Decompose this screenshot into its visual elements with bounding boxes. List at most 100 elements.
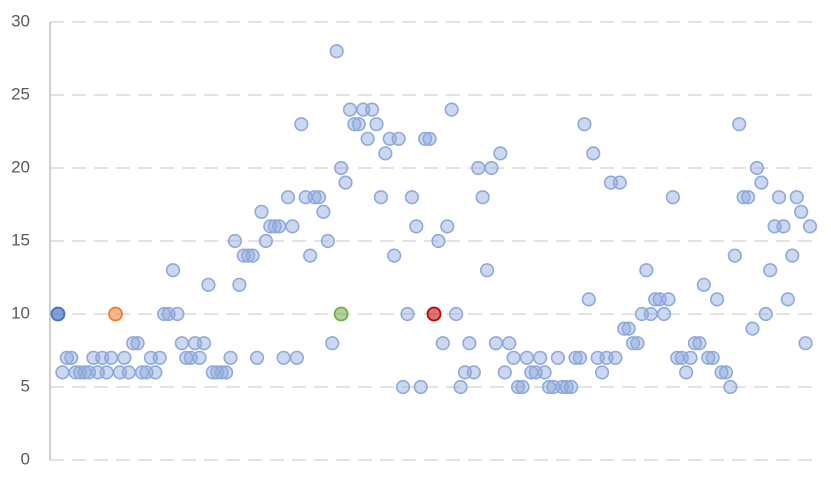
data-point <box>103 350 119 365</box>
data-point <box>307 190 322 205</box>
data-point <box>550 350 565 365</box>
data-point <box>395 379 411 395</box>
data-point <box>391 131 406 146</box>
data-point <box>404 190 419 205</box>
data-point <box>780 292 795 307</box>
data-point <box>519 350 534 365</box>
data-point <box>214 365 229 380</box>
data-point <box>449 306 464 322</box>
data-point <box>422 131 437 146</box>
data-points <box>50 44 818 395</box>
data-point <box>497 365 512 380</box>
highlighted-data-point <box>333 306 349 322</box>
data-point <box>701 350 716 365</box>
data-point <box>409 219 424 234</box>
data-point <box>435 336 450 351</box>
data-point <box>64 350 79 365</box>
data-point <box>249 350 265 365</box>
data-point <box>736 190 751 205</box>
data-point <box>59 350 74 365</box>
data-point <box>453 379 468 395</box>
data-point <box>789 190 804 205</box>
highlighted-data-point <box>426 306 442 322</box>
data-point <box>378 146 393 161</box>
data-point <box>285 219 300 234</box>
data-point <box>294 117 309 132</box>
data-point <box>665 190 680 205</box>
data-point <box>174 336 189 351</box>
data-point <box>754 175 769 190</box>
data-point <box>771 190 787 205</box>
data-point <box>687 336 703 351</box>
data-point <box>471 160 486 176</box>
data-point <box>723 379 738 395</box>
data-point <box>462 336 477 351</box>
data-point <box>714 365 729 380</box>
data-point <box>444 102 459 117</box>
data-point <box>572 350 588 365</box>
highlighted-data-point <box>50 306 66 322</box>
data-point <box>130 336 145 351</box>
data-point <box>334 160 349 176</box>
data-point <box>320 233 335 249</box>
data-point <box>727 248 742 263</box>
gridlines <box>50 21 820 461</box>
data-point <box>683 350 698 365</box>
data-point <box>617 321 632 336</box>
data-point <box>280 190 296 205</box>
y-tick-label: 30 <box>11 11 30 30</box>
data-point <box>400 306 415 322</box>
data-point <box>776 219 791 234</box>
data-point <box>506 350 521 365</box>
data-point <box>258 233 274 249</box>
data-point <box>502 336 517 351</box>
data-point <box>679 365 694 380</box>
data-point <box>351 117 366 132</box>
data-point <box>311 190 327 205</box>
data-point <box>254 204 269 219</box>
data-point <box>117 350 132 365</box>
data-point <box>342 102 358 117</box>
data-point <box>99 365 114 380</box>
data-point <box>303 248 318 263</box>
data-point <box>387 248 402 263</box>
y-tick-label: 0 <box>21 449 30 468</box>
data-point <box>431 233 446 249</box>
data-point <box>510 379 526 395</box>
data-point <box>267 219 282 234</box>
data-point <box>338 175 353 190</box>
data-point <box>586 146 601 161</box>
data-point <box>325 336 340 351</box>
data-point <box>488 336 504 351</box>
data-point <box>625 336 641 351</box>
data-point <box>413 379 428 395</box>
data-point <box>329 44 344 59</box>
data-point <box>484 160 499 176</box>
data-point <box>373 190 389 205</box>
data-point <box>581 292 596 307</box>
data-point <box>568 350 583 365</box>
y-tick-label: 15 <box>11 230 30 249</box>
data-point <box>798 336 813 351</box>
data-point <box>758 306 773 322</box>
data-point <box>196 336 212 351</box>
y-tick-label: 10 <box>11 303 30 322</box>
data-point <box>630 336 645 351</box>
data-point <box>241 248 256 263</box>
data-point <box>440 219 455 234</box>
data-point <box>276 350 291 365</box>
data-point <box>364 102 380 117</box>
data-point <box>223 350 238 365</box>
data-point <box>316 204 331 219</box>
data-point <box>740 190 756 205</box>
data-point <box>533 350 548 365</box>
data-point <box>289 350 304 365</box>
data-point <box>192 350 207 365</box>
data-point <box>745 321 760 336</box>
data-point <box>272 219 287 234</box>
data-point <box>170 306 185 322</box>
data-point <box>126 336 141 351</box>
data-point <box>696 277 711 292</box>
data-point <box>732 117 747 132</box>
highlighted-points <box>50 306 442 322</box>
